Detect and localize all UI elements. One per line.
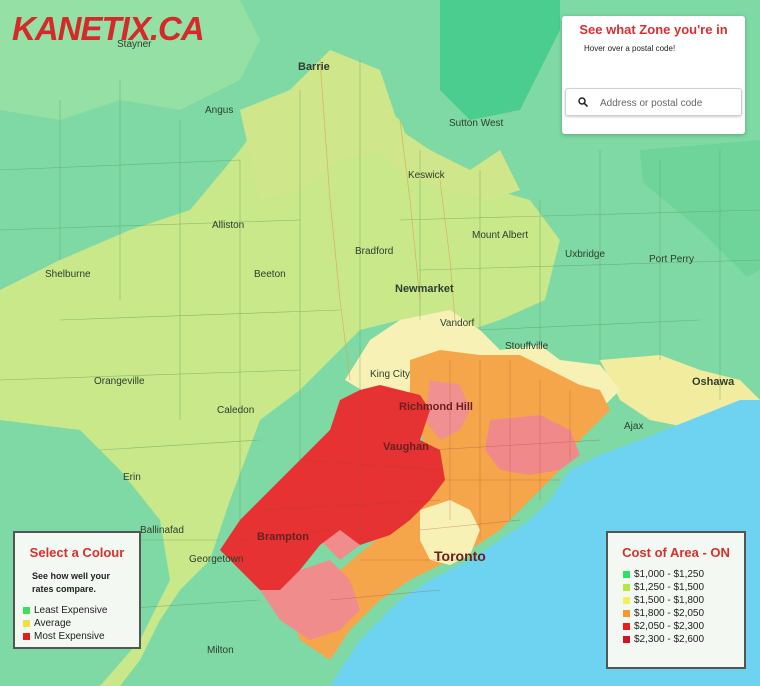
- label-bradford: Bradford: [355, 246, 393, 257]
- region-yellowgreen-nw: [0, 0, 260, 120]
- label-newmarket: Newmarket: [395, 283, 454, 295]
- region-green-east: [530, 180, 760, 400]
- cost-of-area-list: $1,000 - $1,250 $1,250 - $1,500 $1,500 - $…: [623, 568, 744, 646]
- label-mount-albert: Mount Albert: [472, 230, 528, 241]
- color-swatch: [623, 584, 630, 591]
- label-shelburne: Shelburne: [45, 269, 91, 280]
- colour-option-label: Most Expensive: [34, 631, 105, 642]
- label-stayner: Stayner: [117, 39, 152, 50]
- label-stouffville: Stouffville: [505, 341, 549, 352]
- label-barrie: Barrie: [298, 61, 330, 73]
- region-toronto-core: [420, 500, 480, 565]
- search-box[interactable]: [565, 88, 742, 116]
- address-search-input[interactable]: [598, 94, 742, 112]
- cost-range-item: $1,000 - $1,250: [623, 568, 744, 581]
- cost-range-label: $1,800 - $2,050: [634, 608, 705, 619]
- label-toronto: Toronto: [434, 548, 486, 564]
- label-caledon: Caledon: [217, 405, 254, 416]
- colour-option-item[interactable]: Average: [23, 617, 139, 630]
- cost-range-label: $1,000 - $1,250: [634, 569, 705, 580]
- label-erin: Erin: [123, 472, 141, 483]
- label-vandorf: Vandorf: [440, 318, 475, 329]
- cost-range-item: $1,800 - $2,050: [623, 607, 744, 620]
- region-red: [220, 385, 445, 590]
- color-swatch: [623, 636, 630, 643]
- cost-range-label: $1,250 - $1,500: [634, 582, 705, 593]
- zone-finder-hint: Hover over a postal code!: [584, 44, 676, 53]
- kanetix-logo[interactable]: KANETIX.CA: [12, 10, 205, 47]
- label-beeton: Beeton: [254, 269, 286, 280]
- cost-range-item: $1,500 - $1,800: [623, 594, 744, 607]
- label-brampton: Brampton: [257, 531, 309, 543]
- zone-borders: [239, 360, 601, 601]
- label-alliston: Alliston: [212, 220, 244, 231]
- colour-option-item[interactable]: Least Expensive: [23, 604, 139, 617]
- region-pink-east: [485, 415, 580, 475]
- label-king-city: King City: [370, 369, 410, 380]
- label-vaughan: Vaughan: [383, 441, 429, 453]
- label-georgetown: Georgetown: [189, 554, 243, 565]
- color-swatch: [623, 610, 630, 617]
- color-swatch: [23, 607, 30, 614]
- colour-option-item[interactable]: Most Expensive: [23, 630, 139, 643]
- color-swatch: [23, 620, 30, 627]
- cost-range-item: $2,050 - $2,300: [623, 620, 744, 633]
- color-swatch: [623, 571, 630, 578]
- select-colour-title: Select a Colour: [29, 545, 125, 560]
- search-icon: [578, 97, 588, 107]
- label-uxbridge: Uxbridge: [565, 249, 605, 260]
- select-colour-subtitle: See how well your rates compare.: [32, 571, 111, 594]
- zone-finder-title: See what Zone you're in: [579, 22, 728, 37]
- region-pink-central: [425, 380, 470, 440]
- label-ajax: Ajax: [624, 421, 643, 432]
- label-angus: Angus: [205, 105, 233, 116]
- cost-range-item: $2,300 - $2,600: [623, 633, 744, 646]
- highway-lines: [319, 59, 456, 381]
- label-sutton-west: Sutton West: [449, 118, 504, 129]
- label-milton: Milton: [207, 645, 234, 656]
- region-yellowgreen-north: [240, 50, 520, 200]
- cost-of-area-panel: Cost of Area - ON $1,000 - $1,250 $1,250 …: [606, 531, 746, 669]
- cost-range-item: $1,250 - $1,500: [623, 581, 744, 594]
- boundary-lines: [0, 60, 760, 611]
- color-swatch: [23, 633, 30, 640]
- select-colour-panel: Select a Colour See how well your rates …: [13, 531, 141, 649]
- select-colour-list: Least Expensive Average Most Expensive: [23, 604, 139, 643]
- cost-range-label: $2,300 - $2,600: [634, 634, 705, 645]
- label-keswick: Keswick: [408, 170, 446, 181]
- cost-range-label: $1,500 - $1,800: [634, 595, 705, 606]
- color-swatch: [623, 623, 630, 630]
- zone-finder-panel: See what Zone you're in Hover over a pos…: [562, 16, 745, 134]
- colour-option-label: Average: [34, 618, 72, 629]
- label-oshawa: Oshawa: [692, 376, 735, 388]
- region-dark-green-ne: [440, 0, 560, 120]
- colour-option-label: Least Expensive: [34, 605, 108, 616]
- label-port-perry: Port Perry: [649, 254, 694, 265]
- cost-range-label: $2,050 - $2,300: [634, 621, 705, 632]
- label-orangeville: Orangeville: [94, 376, 145, 387]
- color-swatch: [623, 597, 630, 604]
- label-ballinafad: Ballinafad: [140, 525, 184, 536]
- label-richmond-hill: Richmond Hill: [399, 401, 473, 413]
- cost-of-area-title: Cost of Area - ON: [622, 545, 730, 560]
